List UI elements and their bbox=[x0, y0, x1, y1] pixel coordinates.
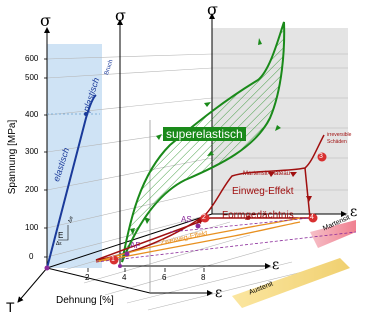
point-4-label: 4 bbox=[310, 214, 314, 221]
superelastisch-label: superelastisch bbox=[163, 127, 246, 141]
shape-memory-return bbox=[95, 217, 310, 261]
temperature-symbol: T bbox=[6, 299, 15, 315]
epsilon-symbol-bottom: ε bbox=[215, 285, 223, 301]
x-tick-label: 8 bbox=[201, 273, 206, 282]
axis-origin-point bbox=[118, 264, 122, 268]
point-2-label: 2 bbox=[202, 214, 206, 221]
af-point bbox=[124, 251, 130, 257]
e-modul-label: E bbox=[58, 231, 64, 240]
origin-point bbox=[44, 265, 50, 271]
y-tick-label: 0 bbox=[29, 252, 34, 261]
y-tick-label: 400 bbox=[25, 110, 39, 119]
numbered-points bbox=[109, 152, 327, 265]
green-arrows bbox=[130, 38, 281, 235]
superelastic-loop bbox=[121, 21, 286, 263]
y-axis-label: Spannung [MPa] bbox=[7, 119, 18, 195]
x-axis-label: Dehnung [%] bbox=[56, 295, 114, 306]
y-tick-label: 200 bbox=[25, 185, 39, 194]
x-tick-marks bbox=[87, 268, 205, 272]
epsilon-symbol-middle: ε bbox=[272, 257, 280, 273]
irreversible-label: irreversible bbox=[327, 132, 352, 138]
af-label: AF bbox=[130, 241, 141, 250]
two-way-loop-top bbox=[95, 217, 301, 263]
schaeden-label: Schäden bbox=[327, 139, 347, 145]
dashed-floor-lines bbox=[95, 217, 357, 263]
einweg-effekt-label: Einweg-Effekt bbox=[232, 186, 294, 197]
y-tick-label: 500 bbox=[25, 73, 39, 82]
point-1-label: 1 bbox=[111, 256, 115, 263]
martensit-plateau-label: Martensit-Plateau bbox=[243, 171, 291, 177]
sigma-symbol-right: σ bbox=[207, 0, 218, 19]
y-tick-marks bbox=[44, 58, 47, 258]
epsilon-symbol-right: ε bbox=[350, 204, 358, 220]
elastic-plastic-curve bbox=[46, 94, 97, 269]
as-label: AS bbox=[181, 215, 192, 224]
as-point bbox=[195, 223, 201, 229]
point-3-label: 3 bbox=[319, 153, 323, 160]
austenit-band bbox=[232, 258, 350, 308]
x-tick-label: 6 bbox=[162, 273, 167, 282]
y-tick-label: 600 bbox=[25, 54, 39, 63]
martensit-band bbox=[310, 220, 356, 248]
delta-epsilon-label: Δε bbox=[56, 241, 62, 247]
sigma-symbol-left: σ bbox=[40, 11, 51, 30]
sigma-symbol-middle: σ bbox=[115, 6, 126, 25]
formgedaechtnis-label: Formgedächtnis bbox=[222, 210, 294, 221]
x-tick-label: 4 bbox=[122, 273, 127, 282]
shape-memory-curve bbox=[95, 134, 325, 261]
shape-memory-unload bbox=[304, 167, 311, 219]
y-tick-label: 100 bbox=[25, 223, 39, 232]
two-way-loop-bottom bbox=[95, 221, 301, 263]
x-tick-label: 2 bbox=[85, 273, 90, 282]
red-arrows bbox=[196, 172, 312, 224]
e-modul-triangle bbox=[58, 225, 69, 241]
y-tick-label: 300 bbox=[25, 147, 39, 156]
bruch-point bbox=[84, 112, 88, 116]
